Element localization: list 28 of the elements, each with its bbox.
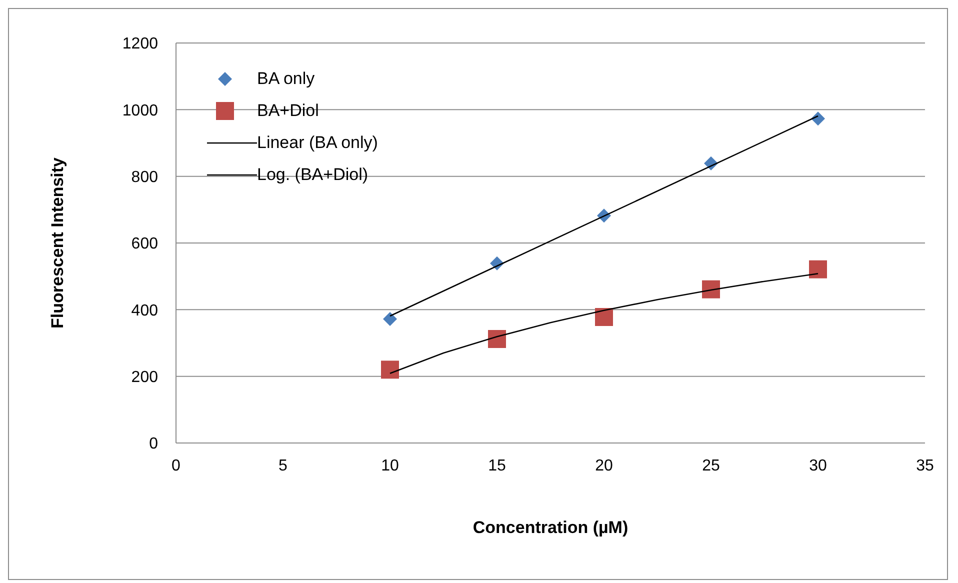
x-tick-label: 30 [809,457,827,474]
y-tick-label: 1000 [122,102,158,120]
y-tick-label: 800 [131,169,158,186]
legend-label: Linear (BA only) [257,133,378,153]
point [595,308,613,326]
x-tick-label: 35 [916,457,934,474]
x-tick-label: 10 [381,457,399,474]
legend-label: Log. (BA+Diol) [257,165,368,185]
y-tick-label: 400 [131,302,158,320]
x-axis-title: Concentration (µM) [472,518,628,537]
x-tick-label: 15 [488,457,506,474]
point [381,360,399,379]
point [811,112,825,126]
y-axis-title: Fluorescent Intensity [48,156,68,328]
y-tick-label: 600 [131,236,158,253]
x-tick-label: 20 [595,457,613,474]
legend-label: BA+Diol [257,101,319,121]
x-tick-label: 25 [702,457,720,474]
legend-label: BA only [257,69,315,89]
point [702,280,720,298]
x-tick-label: 5 [278,457,288,474]
x-tick-label: 0 [172,457,181,474]
y-tick-label: 200 [131,369,158,386]
point [488,330,506,348]
point [383,312,397,326]
point [809,260,827,278]
y-tick-label: 0 [149,436,158,453]
y-tick-label: 1200 [122,36,158,53]
